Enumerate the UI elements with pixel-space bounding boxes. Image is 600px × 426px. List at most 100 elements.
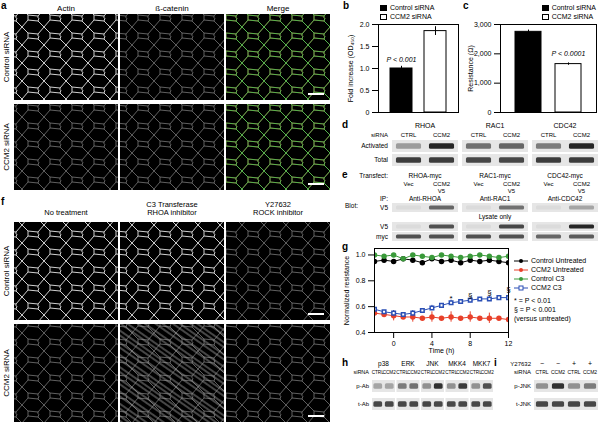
svg-text:−: −	[556, 360, 560, 367]
svg-text:Normalized resistance: Normalized resistance	[343, 256, 350, 325]
svg-text:P < 0.001: P < 0.001	[387, 56, 417, 63]
svg-text:Lysate only: Lysate only	[479, 213, 512, 221]
svg-text:§: §	[468, 291, 472, 300]
svg-text:CCM2: CCM2	[456, 370, 469, 375]
svg-text:CCM2: CCM2	[573, 132, 591, 138]
svg-text:0: 0	[366, 109, 370, 116]
svg-text:siRNA: siRNA	[353, 369, 369, 375]
svg-text:CCM2: CCM2	[583, 369, 597, 375]
svg-text:CCM2: CCM2	[407, 370, 420, 375]
svg-text:Y27632: Y27632	[510, 361, 531, 367]
svg-text:d: d	[342, 119, 348, 130]
svg-text:+: +	[588, 360, 592, 367]
svg-text:Y27632ROCK inhibitor: Y27632ROCK inhibitor	[253, 200, 304, 217]
svg-text:Fold increase (OD₄₅₀): Fold increase (OD₄₅₀)	[347, 35, 355, 103]
svg-text:CCM2 siRNA: CCM2 siRNA	[2, 349, 11, 397]
svg-text:Merge: Merge	[267, 4, 290, 13]
svg-text:Anti-RHOA: Anti-RHOA	[409, 195, 442, 202]
svg-text:Activated: Activated	[361, 142, 388, 149]
svg-text:V5: V5	[380, 204, 388, 211]
svg-text:CCM2: CCM2	[432, 370, 445, 375]
svg-text:1,000: 1,000	[474, 79, 492, 86]
svg-text:Vec: Vec	[543, 181, 553, 187]
svg-text:§: §	[487, 288, 491, 297]
svg-text:ERK: ERK	[401, 360, 415, 367]
svg-text:RHOA: RHOA	[415, 122, 436, 129]
svg-text:3,000: 3,000	[474, 21, 492, 28]
svg-text:MKK7: MKK7	[473, 360, 491, 367]
svg-text:CCM2: CCM2	[481, 370, 494, 375]
svg-text:CCM2: CCM2	[503, 132, 521, 138]
svg-text:Vec: Vec	[473, 181, 483, 187]
svg-text:c: c	[463, 0, 469, 11]
svg-text:RAC1: RAC1	[486, 122, 505, 129]
svg-text:2,000: 2,000	[474, 50, 492, 57]
svg-text:b: b	[343, 0, 349, 11]
svg-text:1.0: 1.0	[356, 251, 366, 258]
svg-text:0: 0	[488, 109, 492, 116]
svg-text:No treatment: No treatment	[44, 208, 88, 217]
svg-text:siRNA: siRNA	[514, 369, 531, 375]
svg-text:Anti-RAC1: Anti-RAC1	[480, 195, 511, 202]
svg-text:CTRL: CTRL	[541, 132, 557, 138]
svg-text:0: 0	[392, 340, 396, 347]
svg-text:1.0: 1.0	[360, 65, 370, 72]
svg-text:CTRL: CTRL	[567, 369, 580, 375]
svg-text:t-Ab: t-Ab	[358, 401, 370, 407]
svg-text:siRNA: siRNA	[371, 132, 388, 138]
svg-text:i: i	[494, 357, 497, 368]
svg-text:0.5: 0.5	[360, 87, 370, 94]
svg-text:+: +	[572, 360, 576, 367]
svg-text:Control siRNA: Control siRNA	[2, 31, 11, 82]
svg-text:p-JNK: p-JNK	[514, 383, 531, 389]
svg-text:Anti-CDC42: Anti-CDC42	[548, 195, 583, 202]
svg-text:V5: V5	[380, 223, 388, 230]
svg-text:myc: myc	[376, 233, 389, 241]
svg-text:e: e	[342, 169, 348, 180]
svg-text:CCM2V5: CCM2V5	[573, 181, 591, 194]
svg-text:CCM2V5: CCM2V5	[503, 181, 521, 194]
svg-text:Transfect:: Transfect:	[359, 172, 388, 179]
svg-text:CDC42: CDC42	[554, 122, 577, 129]
svg-text:t-JNK: t-JNK	[516, 401, 531, 407]
svg-text:a: a	[1, 0, 7, 11]
svg-text:RAC1-myc: RAC1-myc	[479, 172, 511, 180]
svg-text:CDC42-myc: CDC42-myc	[547, 172, 583, 180]
svg-text:IP:: IP:	[380, 195, 388, 202]
svg-text:CCM2: CCM2	[433, 132, 451, 138]
svg-text:CCM2: CCM2	[551, 369, 565, 375]
svg-text:12: 12	[505, 340, 513, 347]
svg-text:Resistance (Ω): Resistance (Ω)	[467, 45, 475, 91]
svg-text:CCM2V5: CCM2V5	[433, 181, 451, 194]
svg-text:Total: Total	[374, 156, 388, 163]
svg-text:0.8: 0.8	[356, 277, 366, 284]
svg-text:g: g	[342, 241, 348, 252]
svg-text:0.6: 0.6	[356, 303, 366, 310]
svg-text:C3 TransferaseRHOA inhibitor: C3 TransferaseRHOA inhibitor	[146, 200, 197, 217]
svg-text:p38: p38	[378, 360, 389, 368]
svg-text:Control siRNA: Control siRNA	[2, 245, 11, 296]
svg-text:MKK4: MKK4	[448, 360, 466, 367]
svg-text:0.4: 0.4	[356, 329, 366, 336]
svg-text:8: 8	[468, 340, 472, 347]
svg-text:f: f	[1, 196, 5, 207]
svg-text:CTRL: CTRL	[471, 132, 487, 138]
svg-text:1.5: 1.5	[360, 43, 370, 50]
svg-text:Vec: Vec	[403, 181, 413, 187]
svg-text:Blot:: Blot:	[345, 202, 358, 209]
svg-text:2.0: 2.0	[360, 21, 370, 28]
svg-text:RHOA-myc: RHOA-myc	[409, 172, 443, 180]
svg-text:P < 0.0001: P < 0.0001	[552, 50, 586, 57]
svg-text:p-Ab: p-Ab	[356, 383, 369, 389]
svg-text:JNK: JNK	[426, 360, 439, 367]
svg-text:*: *	[450, 294, 453, 303]
svg-text:CTRL: CTRL	[535, 369, 548, 375]
svg-text:Time (h): Time (h)	[429, 347, 455, 355]
svg-text:CCM2 siRNA: CCM2 siRNA	[2, 123, 11, 171]
svg-text:CTRL: CTRL	[401, 132, 417, 138]
svg-text:CCM2: CCM2	[383, 370, 396, 375]
svg-text:−: −	[540, 360, 544, 367]
svg-text:ß-catenin: ß-catenin	[155, 4, 188, 13]
svg-text:h: h	[342, 357, 348, 368]
svg-text:Actin: Actin	[57, 4, 75, 13]
